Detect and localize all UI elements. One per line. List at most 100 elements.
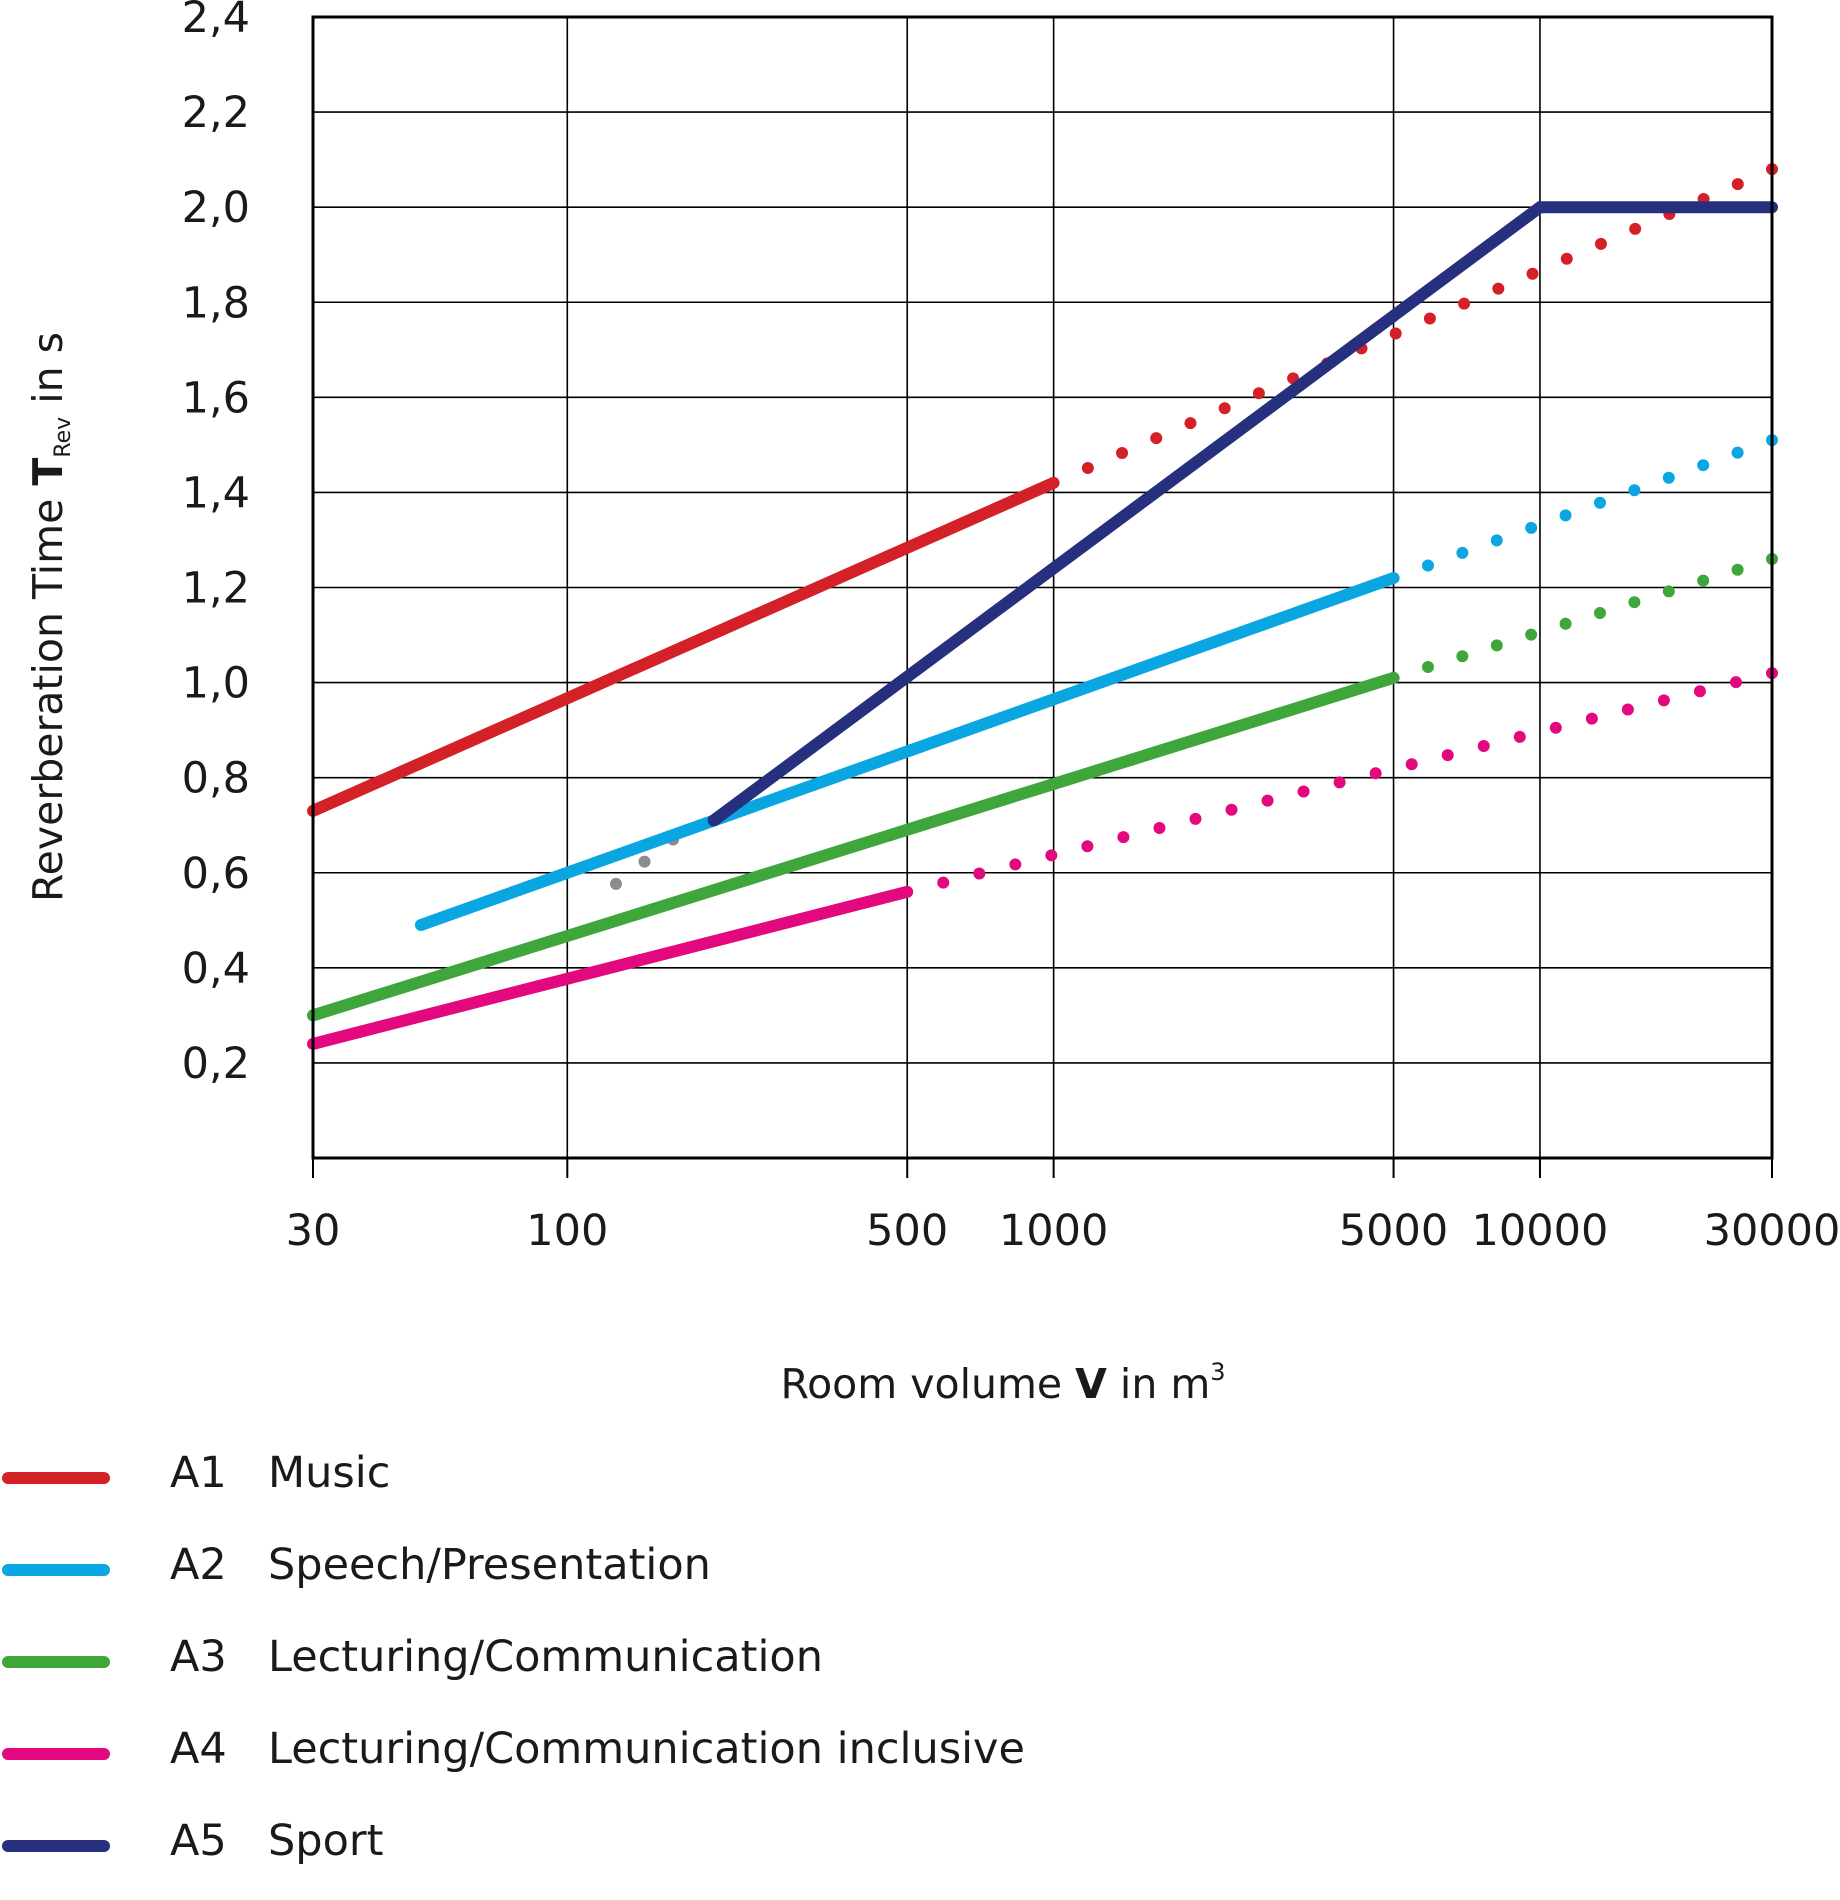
series-a2-dot [1628,484,1641,497]
legend-label: Lecturing/Communication [268,1632,823,1682]
series-a4-dot [1117,831,1130,844]
legend-item-a4: A4 Lecturing/Communication inclusive [0,1716,1100,1808]
series-a4-dot [973,867,986,880]
y-axis-ticks: 0,2 0,4 0,6 0,8 1,0 1,2 1,4 1,6 1,8 2,0 2,2 2,4 [182,0,250,1089]
y-tick-label: 2,2 [182,88,250,138]
legend-label: Speech/Presentation [268,1540,711,1590]
legend-item-a5: A5 Sport [0,1808,1100,1900]
series-a2-dot [1662,471,1675,484]
series-a1-dot [1252,387,1265,400]
series-a3-dot [1731,563,1744,576]
series-a4-dot [1693,685,1706,698]
y-tick-label: 1,6 [182,373,250,423]
series-a4-dot [1657,694,1670,707]
series-a4-dot [1189,812,1202,825]
x-tick-label: 30 [286,1206,341,1256]
x-axis-title: Room volume V in m3 [780,1358,1225,1408]
series-a4-dot [1369,767,1382,780]
y-tick-label: 0,6 [182,849,250,899]
series-a3-dot [1456,650,1469,663]
legend-code: A4 [170,1724,227,1774]
series-a5-line [707,201,1778,827]
legend-swatch [2,1748,110,1760]
series-a1-dot [1731,178,1744,191]
x-tick-label: 5000 [1339,1206,1448,1256]
series-a1-dot [1150,432,1163,445]
series-a2-dot [1421,559,1434,572]
series-a4-dot [1333,776,1346,789]
series-a2-dot [1593,496,1606,509]
series-a3-dot [1525,628,1538,641]
series-a4-dot [1261,794,1274,807]
x-axis-ticks: 30 100 500 1000 5000 10000 30000 [286,1158,1840,1256]
series-a5-dot [609,877,622,890]
y-tick-label: 1,0 [182,659,250,709]
series-a3-dot [1697,574,1710,587]
series-a1-dot [1218,402,1231,415]
series-a2-dot [1525,521,1538,534]
x-tick-label: 10000 [1472,1206,1609,1256]
x-tick-label: 500 [866,1206,948,1256]
series-a3-dot [1490,639,1503,652]
legend-label: Sport [268,1816,384,1866]
series-a1-dot [1594,237,1607,250]
series-a4-dot [1405,758,1418,771]
legend-code: A1 [170,1448,227,1498]
series-a1-dot [1526,267,1539,280]
series-a3-dot [1662,585,1675,598]
series-a1-dot [1184,417,1197,430]
legend-swatch [2,1840,110,1852]
series-a1-dot [1116,447,1129,460]
y-tick-label: 0,2 [182,1039,250,1089]
series-a2-dot [1697,459,1710,472]
series-a4-dot [1477,739,1490,752]
series-a4-dot [1513,730,1526,743]
series-a4-dot [937,876,950,889]
series-a3-line [307,671,1400,1022]
y-tick-label: 2,0 [182,183,250,233]
series-a2-dot [1456,546,1469,559]
x-tick-label: 30000 [1704,1206,1840,1256]
series-a1-line [307,476,1060,817]
series-a3-dot [1628,596,1641,609]
legend: A1 Music A2 Speech/Presentation A3 Lecturing/… [0,1440,1100,1900]
y-tick-label: 1,8 [182,278,250,328]
y-tick-label: 0,8 [182,754,250,804]
series-layer [307,163,1778,1050]
legend-item-a2: A2 Speech/Presentation [0,1532,1100,1624]
series-a4-dot [1729,676,1742,689]
y-tick-label: 0,4 [182,944,250,994]
reverberation-chart: 0,2 0,4 0,6 0,8 1,0 1,2 1,4 1,6 1,8 2,0 2,2 2,4 30 1… [24,0,1840,1408]
y-axis-title: Reverberation Time TRev in s [24,332,76,902]
series-a1-dot [1492,282,1505,295]
series-a1-dot [1560,252,1573,265]
series-a4-dot [1549,721,1562,734]
legend-item-a3: A3 Lecturing/Communication [0,1624,1100,1716]
series-a4-dot [1153,821,1166,834]
y-tick-label: 2,4 [182,0,250,43]
legend-item-a1: A1 Music [0,1440,1100,1532]
legend-swatch [2,1472,110,1484]
series-a3-dot [1559,617,1572,630]
series-a4-dot [1081,840,1094,853]
series-a2-line [414,572,1400,931]
series-a3-dot [1593,606,1606,619]
series-a4-dot [1621,703,1634,716]
plot-frame [311,15,1774,1160]
series-a2-dot [1559,509,1572,522]
series-a4-dot [1441,749,1454,762]
series-a4-dot [1045,849,1058,862]
x-tick-label: 1000 [999,1206,1108,1256]
series-a2-dot [1490,534,1503,547]
series-a1-dot [1423,312,1436,325]
legend-code: A5 [170,1816,227,1866]
series-a1-dot [1629,222,1642,235]
legend-swatch [2,1564,110,1576]
legend-swatch [2,1656,110,1668]
legend-code: A2 [170,1540,227,1590]
series-a1-dot [1081,461,1094,474]
y-tick-label: 1,4 [182,468,250,518]
legend-code: A3 [170,1632,227,1682]
series-a4-dot [1225,803,1238,816]
series-a4-dot [1585,712,1598,725]
